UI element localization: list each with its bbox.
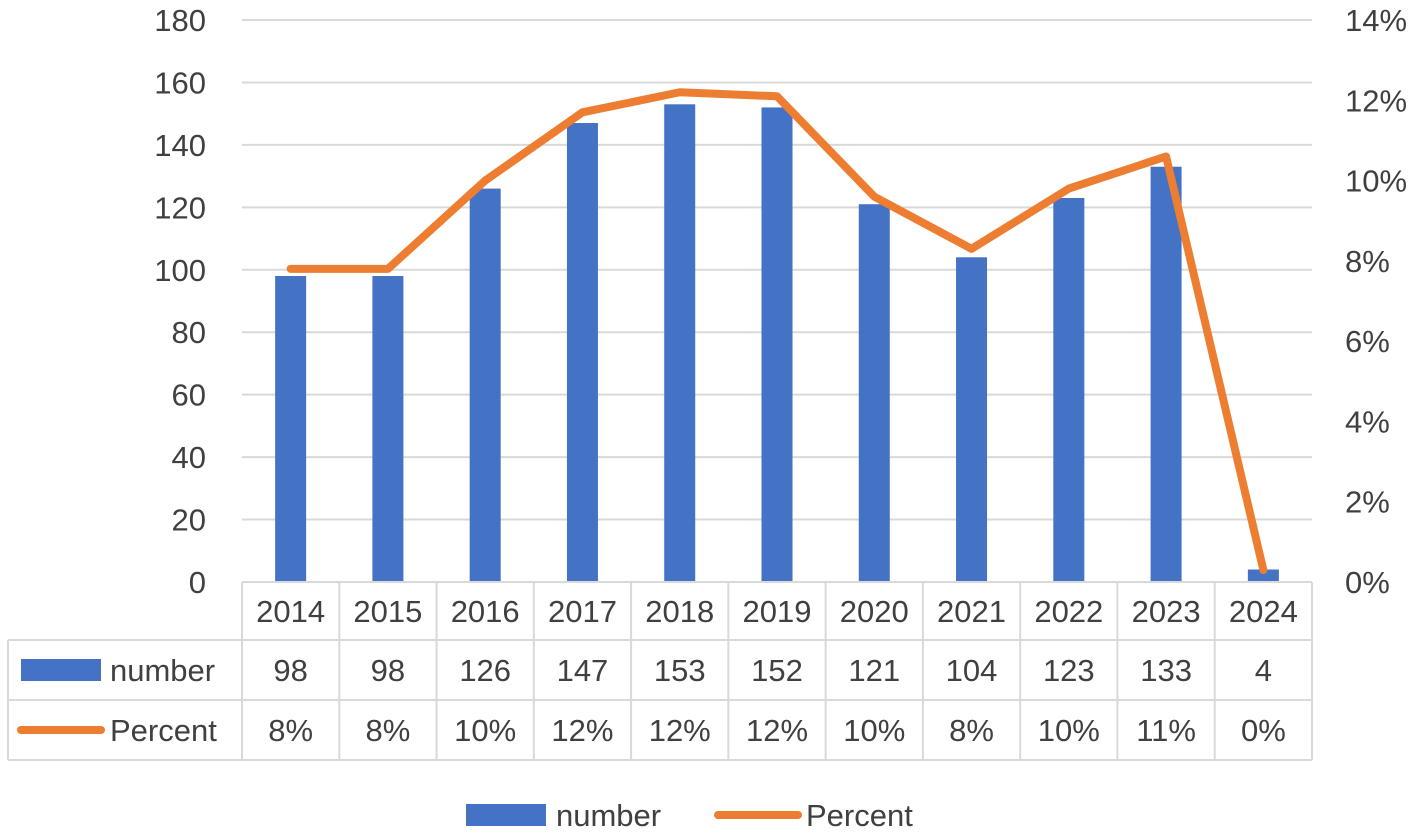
category-label: 2021 [937, 594, 1006, 629]
bar-2016 [469, 188, 501, 582]
table-cell-number: 126 [459, 653, 511, 688]
left-axis-tick-label: 0 [189, 565, 206, 600]
table-cell-number: 4 [1255, 653, 1272, 688]
bar-2014 [275, 276, 307, 582]
table-cell-percent: 10% [843, 713, 905, 748]
category-label: 2019 [743, 594, 812, 629]
bar-2023 [1150, 166, 1182, 582]
table-cell-number: 104 [946, 653, 998, 688]
table-row-header-number: number [110, 653, 215, 688]
category-label: 2017 [548, 594, 617, 629]
legend-label-percent: Percent [806, 798, 913, 833]
table-cell-number: 123 [1043, 653, 1095, 688]
table-row-header-percent: Percent [110, 713, 217, 748]
bar-2022 [1053, 197, 1085, 582]
table-key-number [21, 659, 101, 681]
left-axis-tick-label: 20 [172, 503, 206, 538]
table-cell-percent: 8% [268, 713, 313, 748]
data-table: 2014 2015 2016 2017 2018 2019 2020 2021 2022 2023… [7, 581, 1313, 761]
right-axis-tick-label: 4% [1345, 404, 1390, 439]
right-axis-tick-label: 10% [1345, 164, 1407, 199]
table-cell-percent: 10% [454, 713, 516, 748]
category-label: 2023 [1132, 594, 1201, 629]
table-cell-number: 133 [1140, 653, 1192, 688]
table-cell-percent: 12% [746, 713, 808, 748]
table-cell-percent: 0% [1241, 713, 1286, 748]
bar-2021 [956, 257, 988, 582]
category-label: 2020 [840, 594, 909, 629]
left-axis-tick-label: 100 [154, 253, 206, 288]
category-label: 2015 [353, 594, 422, 629]
left-axis-tick-label: 120 [154, 190, 206, 225]
bar-2020 [858, 204, 890, 582]
left-axis-tick-label: 180 [154, 3, 206, 38]
right-axis-tick-label: 8% [1345, 244, 1390, 279]
table-cell-number: 152 [751, 653, 803, 688]
right-axis-tick-label: 14% [1345, 3, 1407, 38]
bar-2019 [761, 107, 793, 582]
category-label: 2014 [256, 594, 325, 629]
category-label: 2018 [645, 594, 714, 629]
left-axis-tick-label: 80 [172, 315, 206, 350]
table-cell-percent: 10% [1038, 713, 1100, 748]
table-cell-percent: 8% [949, 713, 994, 748]
table-cell-percent: 12% [551, 713, 613, 748]
left-axis: 0 20 40 60 80 100 120 140 160 180 [154, 3, 206, 600]
legend-label-number: number [556, 798, 661, 833]
right-axis-tick-label: 6% [1345, 324, 1390, 359]
line-series-percent [286, 88, 1268, 574]
legend: number Percent [466, 798, 913, 833]
right-axis-tick-label: 12% [1345, 83, 1407, 118]
table-cell-number: 98 [273, 653, 307, 688]
left-axis-tick-label: 40 [172, 440, 206, 475]
category-label: 2022 [1034, 594, 1103, 629]
table-cell-number: 98 [371, 653, 405, 688]
bar-series-number [275, 104, 1279, 583]
category-label: 2016 [451, 594, 520, 629]
right-axis-tick-label: 0% [1345, 565, 1390, 600]
table-cell-percent: 11% [1136, 713, 1196, 748]
left-axis-tick-label: 160 [154, 65, 206, 100]
table-cell-percent: 8% [366, 713, 411, 748]
bar-2015 [372, 276, 404, 582]
right-axis: 0% 2% 4% 6% 8% 10% 12% 14% [1345, 3, 1407, 600]
right-axis-tick-label: 2% [1345, 485, 1390, 520]
table-cell-number: 147 [557, 653, 609, 688]
legend-key-number [466, 804, 546, 826]
left-axis-tick-label: 60 [172, 378, 206, 413]
table-cell-number: 153 [654, 653, 706, 688]
table-cell-percent: 12% [649, 713, 711, 748]
bar-2017 [566, 123, 598, 583]
table-cell-number: 121 [848, 653, 900, 688]
bar-2024 [1247, 569, 1279, 582]
bar-2018 [664, 104, 696, 583]
left-axis-tick-label: 140 [154, 128, 206, 163]
category-label: 2024 [1229, 594, 1298, 629]
